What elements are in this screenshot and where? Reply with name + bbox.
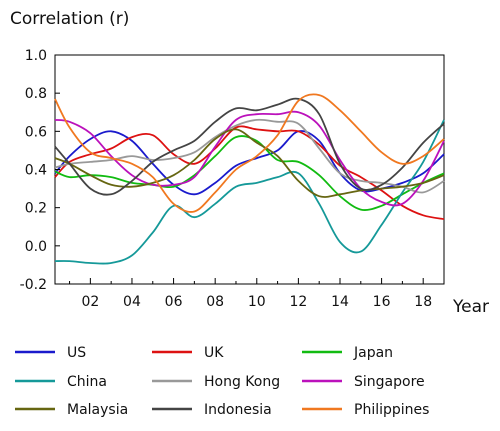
legend: US UK Japan China Hong Kong Singapore Malaysia… xyxy=(15,345,429,418)
y-tick-label: 0.8 xyxy=(25,86,47,102)
x-tick-label: 08 xyxy=(206,294,224,310)
series-lines xyxy=(54,93,445,265)
series-line-japan xyxy=(54,135,445,211)
series-line-hong-kong xyxy=(54,118,445,194)
legend-label-indonesia: Indonesia xyxy=(204,402,272,418)
x-tick-label: 02 xyxy=(81,294,99,310)
x-tick-label: 14 xyxy=(331,294,349,310)
series-line-uk xyxy=(54,125,445,220)
legend-label-uk: UK xyxy=(204,345,224,361)
x-tick-label: 04 xyxy=(123,294,141,310)
y-tick-label: 0.0 xyxy=(25,239,47,255)
y-tick-label: 0.6 xyxy=(25,124,47,140)
legend-label-singapore: Singapore xyxy=(354,374,425,390)
x-tick-label: 16 xyxy=(373,294,391,310)
x-axis-label: Year xyxy=(452,297,489,317)
y-tick-label: 1.0 xyxy=(25,48,47,64)
legend-label-china: China xyxy=(67,374,107,390)
legend-label-japan: Japan xyxy=(353,345,393,361)
x-axis-ticks: 02 04 06 08 10 12 14 16 18 xyxy=(69,278,432,310)
x-tick-label: 10 xyxy=(248,294,266,310)
legend-label-us: US xyxy=(67,345,86,361)
legend-label-hong-kong: Hong Kong xyxy=(204,374,280,390)
y-axis-ticks: -0.2 0.0 0.2 0.4 0.6 0.8 1.0 xyxy=(20,48,60,293)
legend-label-philippines: Philippines xyxy=(354,402,429,418)
series-line-malaysia xyxy=(54,128,445,198)
x-tick-label: 12 xyxy=(289,294,307,310)
x-tick-label: 18 xyxy=(414,294,432,310)
y-axis-label: Correlation (r) xyxy=(10,9,129,29)
x-tick-label: 06 xyxy=(165,294,183,310)
y-tick-label: 0.4 xyxy=(25,163,47,179)
series-line-china xyxy=(54,119,445,265)
y-tick-label: -0.2 xyxy=(20,277,47,293)
plot-frame xyxy=(54,54,445,285)
legend-label-malaysia: Malaysia xyxy=(67,402,128,418)
series-line-philippines xyxy=(54,93,445,213)
series-line-indonesia xyxy=(54,97,445,196)
y-tick-label: 0.2 xyxy=(25,201,47,217)
